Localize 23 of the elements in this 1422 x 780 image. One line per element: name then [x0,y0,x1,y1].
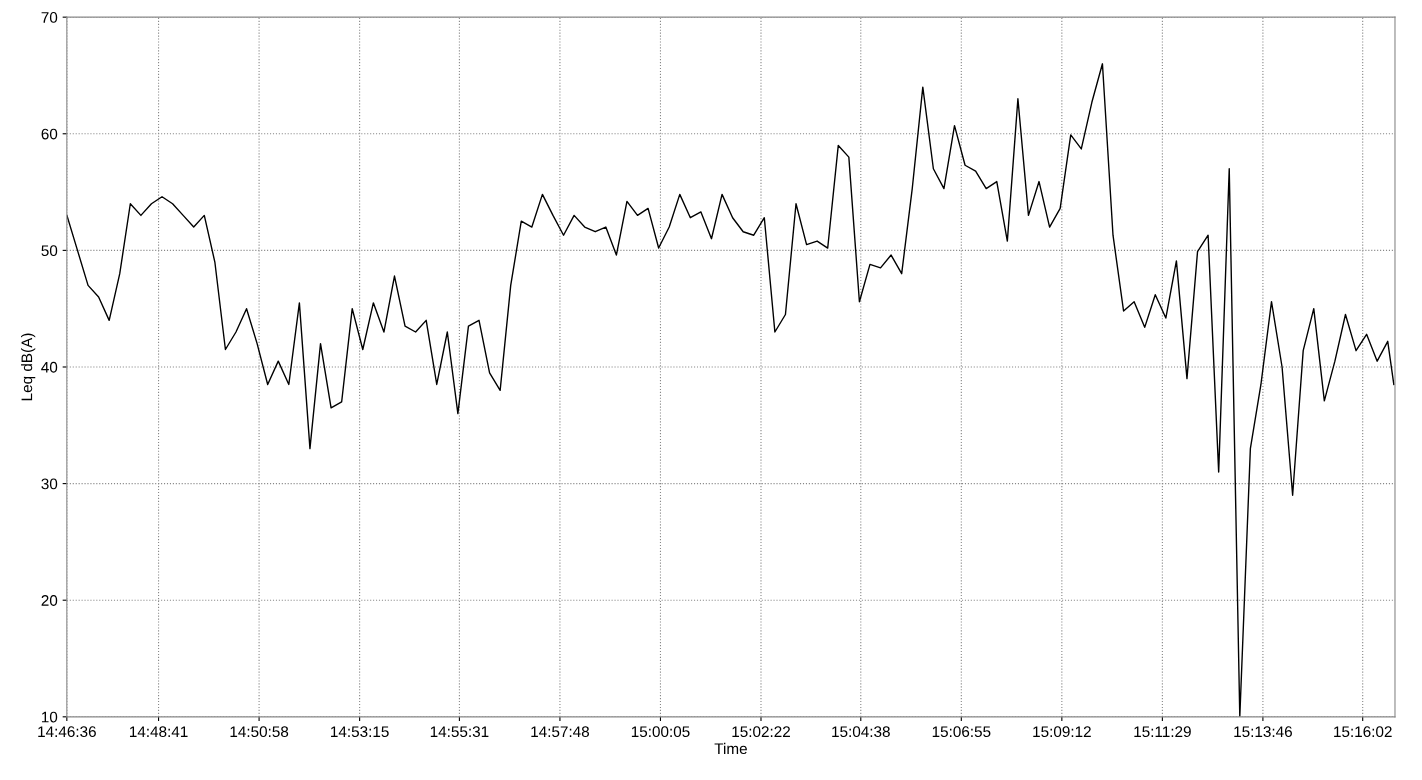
x-tick-label: 14:53:15 [331,726,389,738]
y-tick-label: 70 [41,12,58,23]
x-tick-label: 15:09:12 [1033,726,1091,738]
x-axis-title: Time [714,742,747,755]
y-tick-label: 50 [41,245,58,257]
x-tick-label: 15:00:05 [631,726,690,738]
x-tick-label: 15:06:55 [932,726,991,738]
y-tick-label: 30 [41,478,58,490]
x-tick-label: 14:57:48 [531,726,590,738]
y-tick-label: 60 [41,128,58,140]
x-tick-label: 15:02:22 [732,726,790,738]
y-tick-label: 10 [41,711,58,723]
x-tick-label: 15:16:02 [1334,726,1392,738]
x-tick-label: 15:13:46 [1234,726,1292,738]
x-tick-label: 14:46:36 [38,726,96,738]
x-tick-label: 14:55:31 [430,726,489,738]
x-tick-label: 14:50:58 [230,726,289,738]
y-axis-title: Leq dB(A) [21,333,36,401]
x-tick-label: 14:48:41 [129,726,188,738]
x-tick-label: 15:04:38 [832,726,890,738]
y-tick-label: 40 [41,361,58,373]
x-tick-label: 15:11:29 [1134,726,1191,738]
y-tick-label: 20 [41,595,58,606]
